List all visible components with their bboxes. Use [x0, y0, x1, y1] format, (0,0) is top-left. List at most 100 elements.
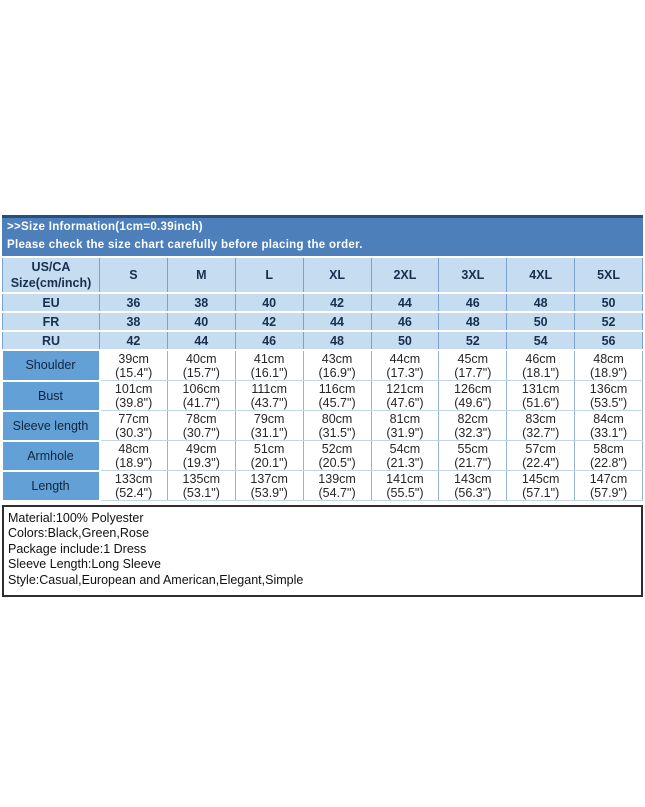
- region-size-value: 42: [234, 312, 304, 332]
- measurement-value-cell: 81cm (31.9"): [370, 410, 440, 441]
- region-size-value: 52: [438, 331, 508, 351]
- region-size-value: 48: [302, 331, 372, 351]
- measurement-inch-value: (22.8"): [590, 455, 628, 470]
- region-size-value: 42: [99, 331, 168, 351]
- measurement-value-cell: 51cm (20.1"): [234, 440, 304, 471]
- measurement-row-sleeve-length: Sleeve length 77cm (30.3") 78cm (30.7") 79cm(…: [2, 410, 643, 442]
- measurement-cm-value: 79cm: [253, 411, 285, 426]
- measurement-inch-value: (51.6"): [522, 395, 560, 410]
- table-header-row: US/CA Size(cm/inch) S M L XL 2XL 3XL 4XL 5XL: [2, 258, 643, 294]
- measurement-value-cell: 48cm (18.9"): [574, 349, 643, 381]
- measurement-inch-value: (15.7"): [182, 365, 220, 380]
- measurement-cm-value: 43cm: [321, 351, 353, 366]
- region-size-value: 36: [99, 293, 168, 313]
- measurement-inch-value: (41.7"): [182, 395, 220, 410]
- measurement-inch-value: (30.3"): [115, 425, 153, 440]
- measurement-value-cell: 139cm (54.7"): [302, 470, 372, 501]
- details-line: Style:Casual,European and American,Elega…: [8, 572, 304, 587]
- measurement-cm-value: 80cm: [321, 411, 353, 426]
- measurement-value-cell: 45cm (17.7"): [438, 349, 508, 381]
- measurement-value-cell: 46cm (18.1"): [506, 349, 576, 381]
- measurement-row-label: Sleeve length: [2, 410, 101, 442]
- measurement-inch-value: (32.7"): [522, 425, 560, 440]
- measurement-cm-value: 55cm: [457, 441, 489, 456]
- region-row-label: EU: [2, 293, 100, 313]
- region-size-value: 40: [166, 312, 236, 332]
- size-column-header: 2XL: [370, 258, 440, 294]
- measurement-value-cell: 49cm (19.3"): [166, 440, 236, 471]
- measurement-cm-value: 41cm: [253, 351, 285, 366]
- measurement-value-cell: 54cm (21.3"): [370, 440, 440, 471]
- measurement-cm-value: 143cm: [454, 471, 492, 486]
- measurement-value-cell: 133cm (52.4"): [99, 470, 168, 501]
- region-size-value: 44: [166, 331, 236, 351]
- region-size-value: 48: [506, 293, 576, 313]
- measurement-value-cell: 48cm (18.9"): [99, 440, 168, 471]
- region-size-value: 52: [574, 312, 643, 332]
- measurement-cm-value: 57cm: [525, 441, 556, 456]
- measurement-cm-value: 133cm: [114, 471, 153, 486]
- measurement-value-cell: 77cm (30.3"): [99, 410, 168, 441]
- measurement-value-cell: 116cm (45.7"): [302, 380, 372, 411]
- measurement-cm-value: 83cm: [525, 411, 556, 426]
- measurement-inch-value: (18.9"): [115, 455, 153, 470]
- measurement-cm-value: 78cm: [186, 411, 217, 426]
- measurement-cm-value: 137cm: [250, 471, 288, 486]
- measurement-inch-value: (16.1"): [250, 365, 288, 380]
- region-size-value: 56: [574, 331, 643, 351]
- size-column-header: M: [166, 258, 236, 294]
- measurement-cm-value: 135cm: [182, 471, 221, 486]
- region-size-value: 46: [234, 331, 304, 351]
- measurement-row-length: Length 133cm (52.4") 135cm (53.1") 137cm (53.9…: [2, 470, 643, 502]
- measurement-cm-value: 44cm: [389, 351, 421, 366]
- region-size-value: 46: [370, 312, 440, 332]
- banner: >>Size Information(1cm=0.39inch) Please …: [2, 215, 643, 256]
- measurement-cm-value: 81cm: [389, 411, 421, 426]
- measurement-inch-value: (18.9"): [590, 365, 628, 380]
- measurement-value-cell: 82cm (32.3"): [438, 410, 508, 441]
- product-details: Material:100% Polyester Colors:Black,Gree…: [2, 504, 643, 597]
- measurement-inch-value: (53.1"): [182, 485, 220, 500]
- measurement-inch-value: (31.9"): [386, 425, 424, 440]
- measurement-inch-value: (21.7"): [454, 455, 492, 470]
- measurement-value-cell: 145cm (57.1"): [506, 470, 576, 501]
- measurement-inch-value: (57.1"): [522, 485, 560, 500]
- measurement-value-cell: 143cm (56.3"): [438, 470, 508, 501]
- measurement-inch-value: (31.5"): [318, 425, 356, 440]
- measurement-value-cell: 44cm (17.3"): [370, 349, 440, 381]
- measurement-value-cell: 78cm (30.7"): [166, 410, 236, 441]
- measurement-cm-value: 58cm: [593, 441, 624, 456]
- measurement-row-label: Bust: [2, 380, 101, 412]
- measurement-value-cell: 43cm (16.9"): [302, 349, 372, 381]
- measurement-cm-value: 126cm: [454, 381, 492, 396]
- measurement-value-cell: 79cm (31.1"): [234, 410, 304, 441]
- measurement-inch-value: (31.1"): [250, 425, 288, 440]
- region-row-eu: EU 36 38 40 42 44 46 48 50: [2, 293, 643, 313]
- measurement-inch-value: (53.9"): [250, 485, 288, 500]
- measurement-inch-value: (49.6"): [454, 395, 492, 410]
- size-column-header: 4XL: [506, 258, 576, 294]
- size-column-header: XL: [302, 258, 372, 294]
- measurement-cm-value: 106cm: [182, 381, 221, 396]
- measurement-inch-value: (32.3"): [454, 425, 492, 440]
- measurement-cm-value: 101cm: [114, 381, 153, 396]
- measurement-cm-value: 145cm: [521, 471, 560, 486]
- size-column-header: 3XL: [438, 258, 508, 294]
- details-line: Colors:Black,Green,Rose: [8, 526, 150, 540]
- measurement-cm-value: 54cm: [389, 441, 421, 456]
- region-size-value: 44: [302, 312, 372, 332]
- measurement-inch-value: (17.3"): [386, 365, 424, 380]
- region-size-value: 54: [506, 331, 576, 351]
- measurement-cm-value: 136cm: [589, 381, 628, 396]
- measurement-value-cell: 83cm (32.7"): [506, 410, 576, 441]
- measurement-value-cell: 141cm (55.5"): [370, 470, 440, 501]
- measurement-inch-value: (19.3"): [182, 455, 220, 470]
- corner-header-text: Size(cm/inch): [10, 276, 92, 290]
- measurement-cm-value: 48cm: [118, 441, 149, 456]
- measurement-cm-value: 131cm: [521, 381, 560, 396]
- measurement-inch-value: (22.4"): [522, 455, 560, 470]
- measurement-cm-value: 116cm: [318, 381, 356, 396]
- measurement-value-cell: 136cm (53.5"): [574, 380, 643, 411]
- region-size-value: 38: [166, 293, 236, 313]
- measurement-cm-value: 77cm: [118, 411, 149, 426]
